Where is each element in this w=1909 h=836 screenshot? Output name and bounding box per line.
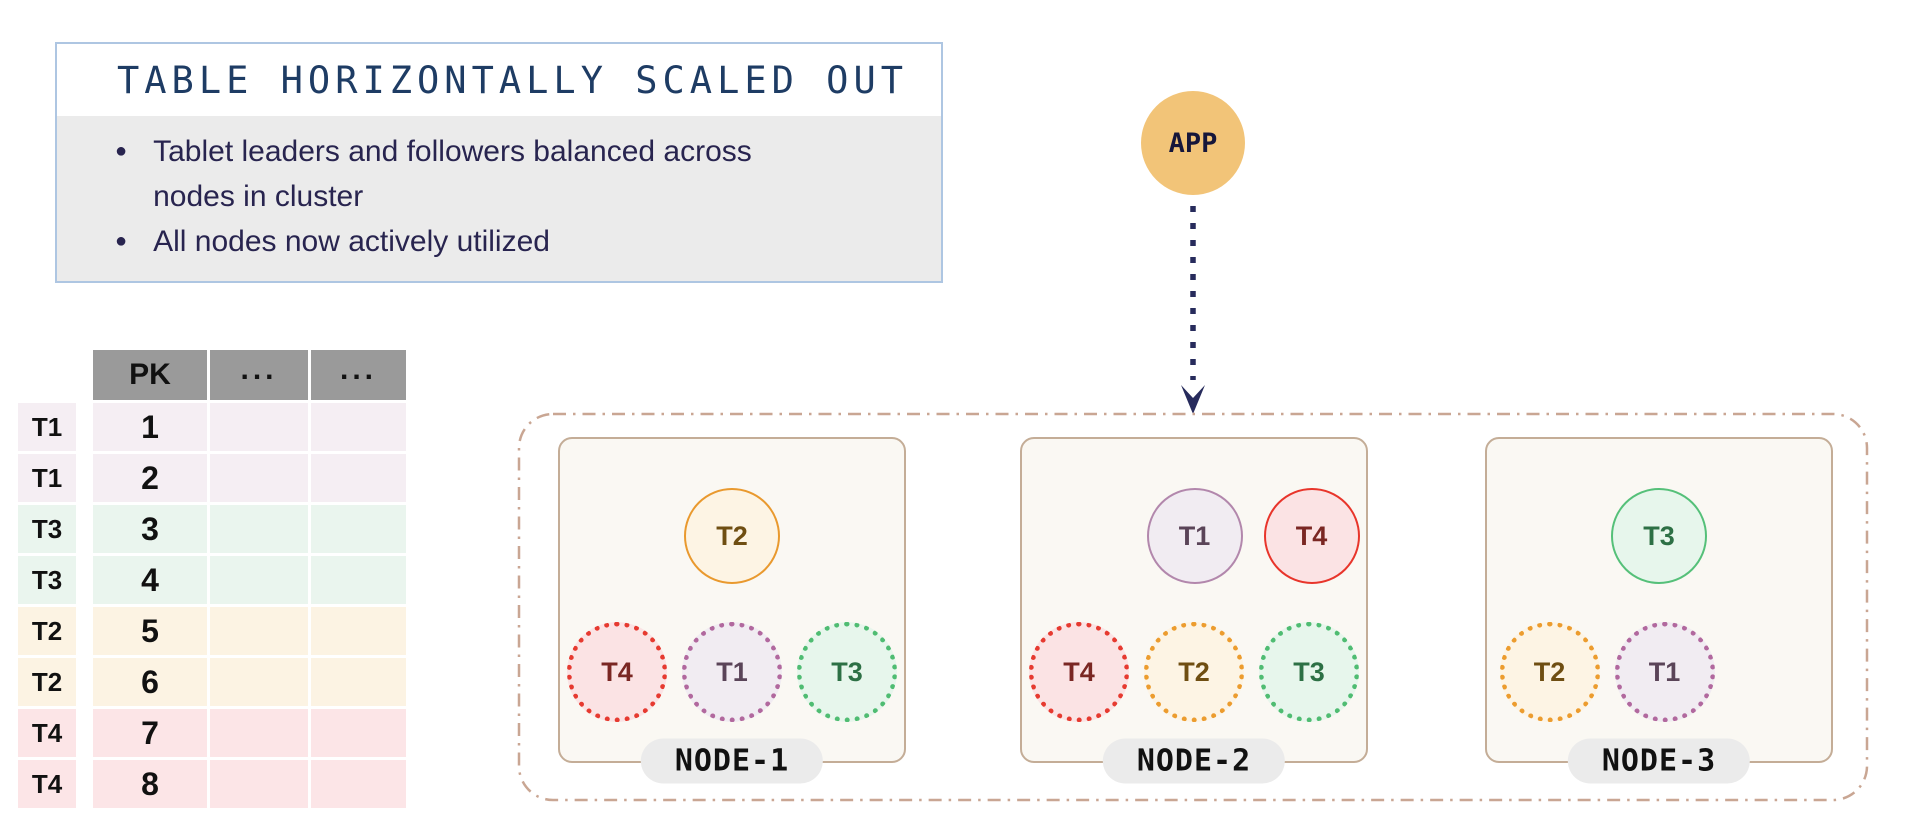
node-label: NODE-3	[1567, 738, 1751, 784]
table-header-dots: ...	[311, 350, 406, 400]
info-bullet-list: ● Tablet leaders and followers balanced a…	[115, 129, 911, 264]
row-tablet-label: T4	[18, 760, 76, 808]
node-box-2: T1 T4 T4 T2 T3 NODE-2	[1020, 437, 1368, 784]
tablet-followers-row: T4 T2 T3	[1022, 622, 1366, 722]
tablet-leader-t4: T4	[1263, 488, 1360, 584]
tablet-leaders-row: T3	[1487, 488, 1831, 584]
tablet-follower-t3: T3	[1259, 622, 1359, 722]
row-pk-cell: 3	[93, 505, 207, 553]
row-empty-cell	[210, 760, 308, 808]
row-spacer	[76, 505, 93, 553]
row-empty-cell	[210, 556, 308, 604]
tablet-follower-t2: T2	[1144, 622, 1244, 722]
row-spacer	[76, 658, 93, 706]
row-empty-cell	[210, 454, 308, 502]
table-row: T1 1	[18, 403, 409, 451]
bullet-icon: ●	[115, 230, 128, 252]
row-empty-cell	[210, 658, 308, 706]
table-row: T3 3	[18, 505, 409, 553]
tablet-follower-t1: T1	[682, 622, 782, 722]
table-header-pk: PK	[93, 350, 207, 400]
tablet-follower-t1: T1	[1614, 622, 1715, 722]
row-pk-cell: 7	[93, 709, 207, 757]
bullet-label: Tablet leaders and followers balanced ac…	[153, 135, 752, 213]
info-box: TABLE HORIZONTALLY SCALED OUT ● Tablet le…	[55, 42, 943, 283]
row-spacer	[76, 556, 93, 604]
row-pk-cell: 4	[93, 556, 207, 604]
tablet-leader-t1: T1	[1146, 488, 1243, 584]
tablet-followers-row: T2 T1	[1435, 622, 1779, 722]
row-pk-cell: 5	[93, 607, 207, 655]
table-row: T1 2	[18, 454, 409, 502]
bullet-icon: ●	[115, 140, 128, 162]
tablet-follower-t3: T3	[797, 622, 897, 722]
row-tablet-label: T1	[18, 403, 76, 451]
row-empty-cell	[311, 403, 406, 451]
tablet-leaders-row: T2	[560, 488, 904, 584]
node-box-3: T3 T2 T1 NODE-3	[1485, 437, 1833, 784]
row-tablet-label: T1	[18, 454, 76, 502]
row-empty-cell	[210, 505, 308, 553]
row-spacer	[76, 709, 93, 757]
tablet-followers-row: T4 T1 T3	[560, 622, 904, 722]
table-row: T3 4	[18, 556, 409, 604]
tablet-follower-t2: T2	[1499, 622, 1600, 722]
row-empty-cell	[311, 454, 406, 502]
row-empty-cell	[311, 658, 406, 706]
node-label: NODE-1	[640, 738, 824, 784]
row-tablet-label: T4	[18, 709, 76, 757]
row-empty-cell	[210, 709, 308, 757]
info-box-body: ● Tablet leaders and followers balanced a…	[57, 116, 941, 281]
row-spacer	[76, 760, 93, 808]
tablet-leader-t3: T3	[1611, 488, 1707, 584]
row-empty-cell	[311, 709, 406, 757]
table-row: T4 8	[18, 760, 409, 808]
row-empty-cell	[311, 607, 406, 655]
row-pk-cell: 6	[93, 658, 207, 706]
tablet-follower-t4: T4	[567, 622, 667, 722]
row-spacer	[76, 607, 93, 655]
bullet-label: All nodes now actively utilized	[153, 225, 550, 258]
row-pk-cell: 8	[93, 760, 207, 808]
row-empty-cell	[311, 556, 406, 604]
table-row: T2 6	[18, 658, 409, 706]
node-label: NODE-2	[1102, 738, 1286, 784]
row-tablet-label: T2	[18, 658, 76, 706]
row-empty-cell	[210, 403, 308, 451]
table-body: T1 1 T1 2 T3 3 T3 4 T2 5 T2 6 T4 7 T4 8	[18, 403, 409, 808]
app-node: APP	[1141, 91, 1245, 195]
table-row: T2 5	[18, 607, 409, 655]
table-row: T4 7	[18, 709, 409, 757]
app-label: APP	[1168, 127, 1218, 159]
table-header-row: PK......	[93, 350, 409, 400]
row-spacer	[76, 454, 93, 502]
tablet-table: PK...... T1 1 T1 2 T3 3 T3 4 T2 5 T2 6 T4 7 T4 8	[18, 350, 409, 811]
tablet-leader-t2: T2	[684, 488, 780, 584]
tablet-follower-t4: T4	[1029, 622, 1129, 722]
info-bullet: ● All nodes now actively utilized	[115, 219, 911, 264]
row-spacer	[76, 403, 93, 451]
info-box-title: TABLE HORIZONTALLY SCALED OUT	[117, 58, 909, 102]
row-empty-cell	[210, 607, 308, 655]
row-empty-cell	[311, 760, 406, 808]
row-tablet-label: T3	[18, 556, 76, 604]
table-header-dots: ...	[210, 350, 308, 400]
row-tablet-label: T3	[18, 505, 76, 553]
tablet-leaders-row: T1 T4	[1081, 488, 1425, 584]
node-box-1: T2 T4 T1 T3 NODE-1	[558, 437, 906, 784]
info-bullet: ● Tablet leaders and followers balanced a…	[115, 129, 911, 219]
row-tablet-label: T2	[18, 607, 76, 655]
app-arrow-head	[1181, 385, 1205, 414]
row-empty-cell	[311, 505, 406, 553]
row-pk-cell: 1	[93, 403, 207, 451]
row-pk-cell: 2	[93, 454, 207, 502]
